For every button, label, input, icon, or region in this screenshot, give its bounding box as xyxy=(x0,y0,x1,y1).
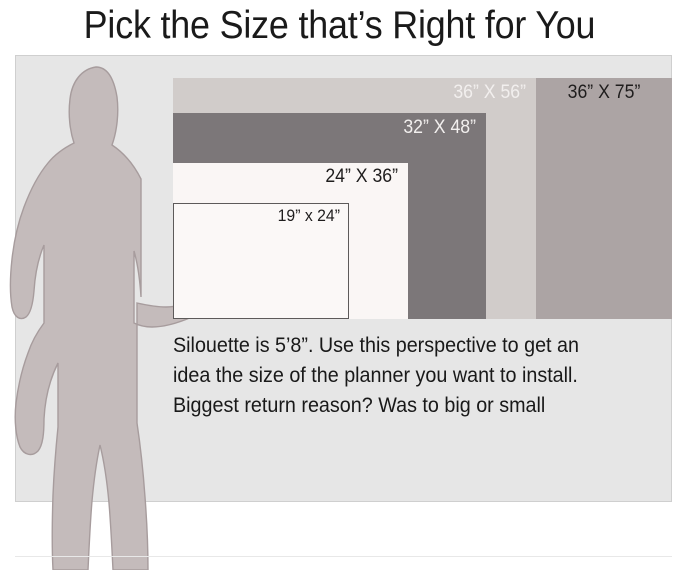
size-rect-19x24[interactable] xyxy=(173,203,349,319)
size-label-36x75: 36” X 75” xyxy=(567,82,641,103)
size-label-36x56: 36” X 56” xyxy=(453,82,526,103)
size-rect-36x75[interactable] xyxy=(536,78,672,319)
caption-block: Silouette is 5’8”. Use this perspective … xyxy=(173,331,634,421)
caption-line-1: Silouette is 5’8”. Use this perspective … xyxy=(173,334,579,357)
page-title: Pick the Size that’s Right for You xyxy=(83,4,596,47)
size-label-32x48: 32” X 48” xyxy=(403,117,476,138)
size-label-19x24: 19” x 24” xyxy=(277,206,340,225)
caption-line-3: Biggest return reason? Was to big or sma… xyxy=(173,394,546,417)
caption-line-2: idea the size of the planner you want to… xyxy=(173,364,578,387)
bottom-divider xyxy=(15,556,672,557)
size-label-24x36: 24” X 36” xyxy=(325,166,398,187)
